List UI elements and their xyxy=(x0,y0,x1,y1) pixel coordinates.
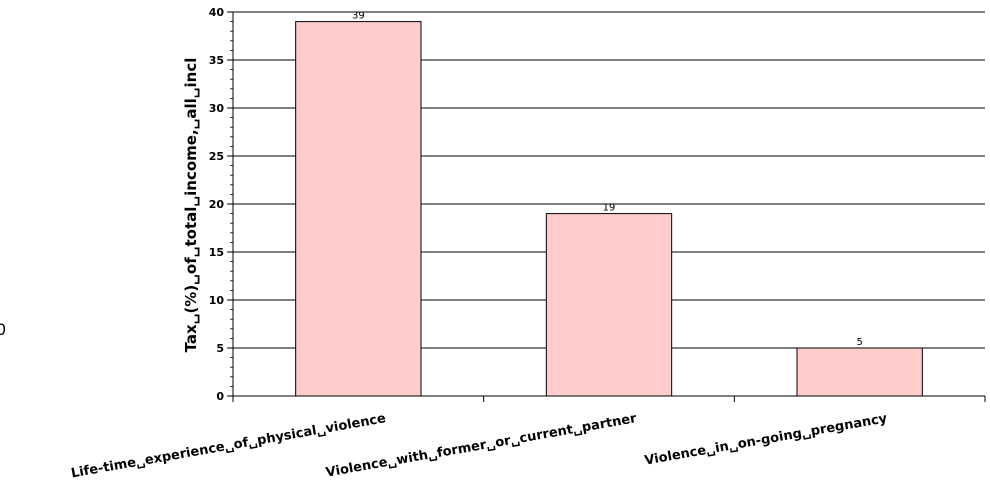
data-labels: 39 19 5 xyxy=(352,11,863,348)
y-tick-labels: 0 5 10 15 20 25 30 35 40 xyxy=(209,6,225,403)
category-labels: Life-time␣experience␣of␣physical␣violenc… xyxy=(70,411,889,481)
stray-glyph: 0 xyxy=(0,320,7,339)
y-tick-label: 40 xyxy=(209,6,225,19)
axes xyxy=(227,11,986,402)
bar xyxy=(295,21,422,397)
data-label: 19 xyxy=(603,203,616,214)
bar xyxy=(545,213,673,397)
y-tick-label: 15 xyxy=(209,246,224,259)
category-label: Violence␣in␣on-going␣pregnancy xyxy=(643,411,888,469)
bar xyxy=(796,347,923,397)
y-tick-label: 0 xyxy=(216,390,224,403)
y-tick-label: 20 xyxy=(209,198,225,211)
y-tick-label: 35 xyxy=(209,54,224,67)
y-axis-label: Tax␣(%)␣of␣total␣income,␣all␣incl xyxy=(182,58,200,353)
data-label: 39 xyxy=(352,11,365,22)
data-label: 5 xyxy=(856,337,862,348)
y-tick-label: 10 xyxy=(209,294,225,307)
y-tick-label: 25 xyxy=(209,150,224,163)
y-tick-label: 5 xyxy=(216,342,224,355)
y-tick-label: 30 xyxy=(209,102,225,115)
